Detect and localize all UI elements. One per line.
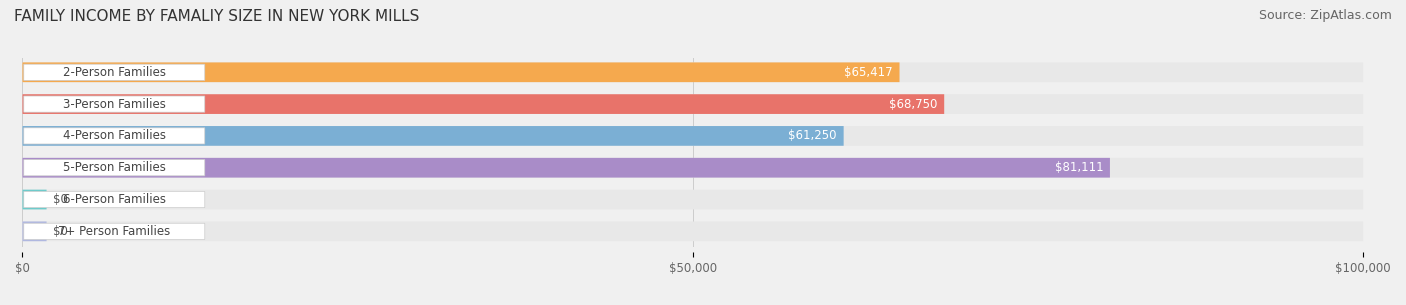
Text: $0: $0 — [53, 193, 67, 206]
Text: $68,750: $68,750 — [889, 98, 938, 111]
FancyBboxPatch shape — [24, 160, 205, 176]
FancyBboxPatch shape — [22, 63, 1364, 82]
Text: 2-Person Families: 2-Person Families — [63, 66, 166, 79]
Text: $65,417: $65,417 — [844, 66, 893, 79]
FancyBboxPatch shape — [22, 94, 945, 114]
FancyBboxPatch shape — [24, 64, 205, 80]
FancyBboxPatch shape — [22, 221, 46, 241]
Text: 5-Person Families: 5-Person Families — [63, 161, 166, 174]
Text: Source: ZipAtlas.com: Source: ZipAtlas.com — [1258, 9, 1392, 22]
FancyBboxPatch shape — [22, 126, 844, 146]
Text: 7+ Person Families: 7+ Person Families — [58, 225, 170, 238]
FancyBboxPatch shape — [22, 63, 900, 82]
Text: 4-Person Families: 4-Person Families — [63, 129, 166, 142]
FancyBboxPatch shape — [24, 223, 205, 239]
FancyBboxPatch shape — [22, 221, 1364, 241]
FancyBboxPatch shape — [22, 158, 1364, 178]
Text: 3-Person Families: 3-Person Families — [63, 98, 166, 111]
FancyBboxPatch shape — [22, 94, 1364, 114]
FancyBboxPatch shape — [22, 190, 46, 210]
Text: $81,111: $81,111 — [1054, 161, 1104, 174]
FancyBboxPatch shape — [22, 126, 1364, 146]
Text: $0: $0 — [53, 225, 67, 238]
Text: 6-Person Families: 6-Person Families — [63, 193, 166, 206]
FancyBboxPatch shape — [22, 158, 1109, 178]
Text: FAMILY INCOME BY FAMALIY SIZE IN NEW YORK MILLS: FAMILY INCOME BY FAMALIY SIZE IN NEW YOR… — [14, 9, 419, 24]
FancyBboxPatch shape — [24, 192, 205, 208]
FancyBboxPatch shape — [24, 96, 205, 112]
FancyBboxPatch shape — [22, 190, 1364, 210]
Text: $61,250: $61,250 — [789, 129, 837, 142]
FancyBboxPatch shape — [24, 128, 205, 144]
